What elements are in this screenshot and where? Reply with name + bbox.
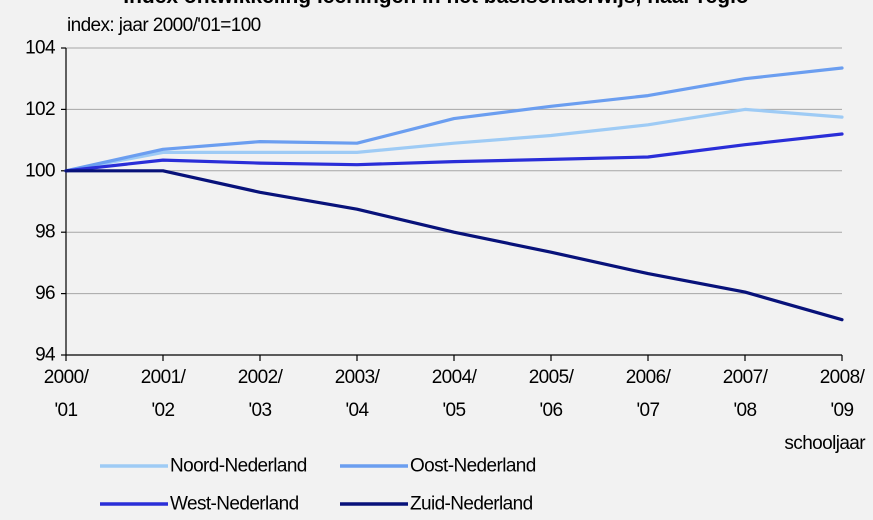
- x-tick-label-bottom: '06: [540, 400, 563, 421]
- y-tick-label: 98: [35, 222, 55, 243]
- x-tick-label-top: 2000/: [44, 367, 90, 388]
- series-line-west-nederland: [64, 132, 844, 173]
- y-tick-label: 94: [35, 345, 56, 366]
- legend-label: West-Nederland: [170, 494, 299, 515]
- legend: Noord-Nederland Oost-Nederland West-Nederl…: [100, 456, 536, 515]
- y-tick-label: 102: [25, 99, 55, 120]
- x-tick-label-bottom: '04: [346, 400, 370, 421]
- legend-label: Noord-Nederland: [170, 456, 307, 477]
- x-tick-label-top: 2006/: [626, 367, 672, 388]
- x-tick-label-bottom: '08: [734, 400, 757, 421]
- y-tick-label: 100: [25, 160, 55, 181]
- chart-title: Index ontwikkeling leerlingen in het bas…: [123, 0, 748, 8]
- x-tick-label-bottom: '03: [249, 400, 272, 421]
- x-tick-label-top: 2007/: [723, 367, 769, 388]
- series-lines: [64, 66, 844, 322]
- x-tick-label-bottom: '02: [152, 400, 175, 421]
- y-tick-label: 96: [35, 283, 55, 304]
- gridlines: [66, 47, 842, 295]
- x-tick-label-top: 2002/: [238, 367, 284, 388]
- x-tick-labels: 2000/ '01 2001/ '02 2002/ '03 2003/ '04 2004/ '05…: [44, 367, 866, 421]
- x-axis-label: schooljaar: [784, 433, 866, 454]
- series-line-noord-nederland: [64, 107, 844, 173]
- x-tick-label-bottom: '05: [443, 400, 466, 421]
- axes: [61, 47, 843, 361]
- x-tick-label-top: 2004/: [432, 367, 478, 388]
- legend-label: Oost-Nederland: [410, 456, 536, 477]
- x-tick-label-top: 2008/: [820, 367, 866, 388]
- x-tick-label-top: 2005/: [529, 367, 575, 388]
- series-line-zuid-nederland: [64, 169, 844, 322]
- x-tick-label-bottom: '01: [55, 400, 78, 421]
- y-tick-label: 104: [25, 38, 56, 59]
- x-tick-label-top: 2003/: [335, 367, 381, 388]
- x-tick-label-top: 2001/: [141, 367, 187, 388]
- y-axis-label: index: jaar 2000/'01=100: [67, 15, 261, 36]
- series-line-oost-nederland: [64, 66, 844, 173]
- x-tick-label-bottom: '09: [831, 400, 854, 421]
- legend-label: Zuid-Nederland: [410, 494, 533, 515]
- y-tick-labels: 94 96 98 100 102 104: [25, 38, 57, 366]
- x-tick-label-bottom: '07: [637, 400, 660, 421]
